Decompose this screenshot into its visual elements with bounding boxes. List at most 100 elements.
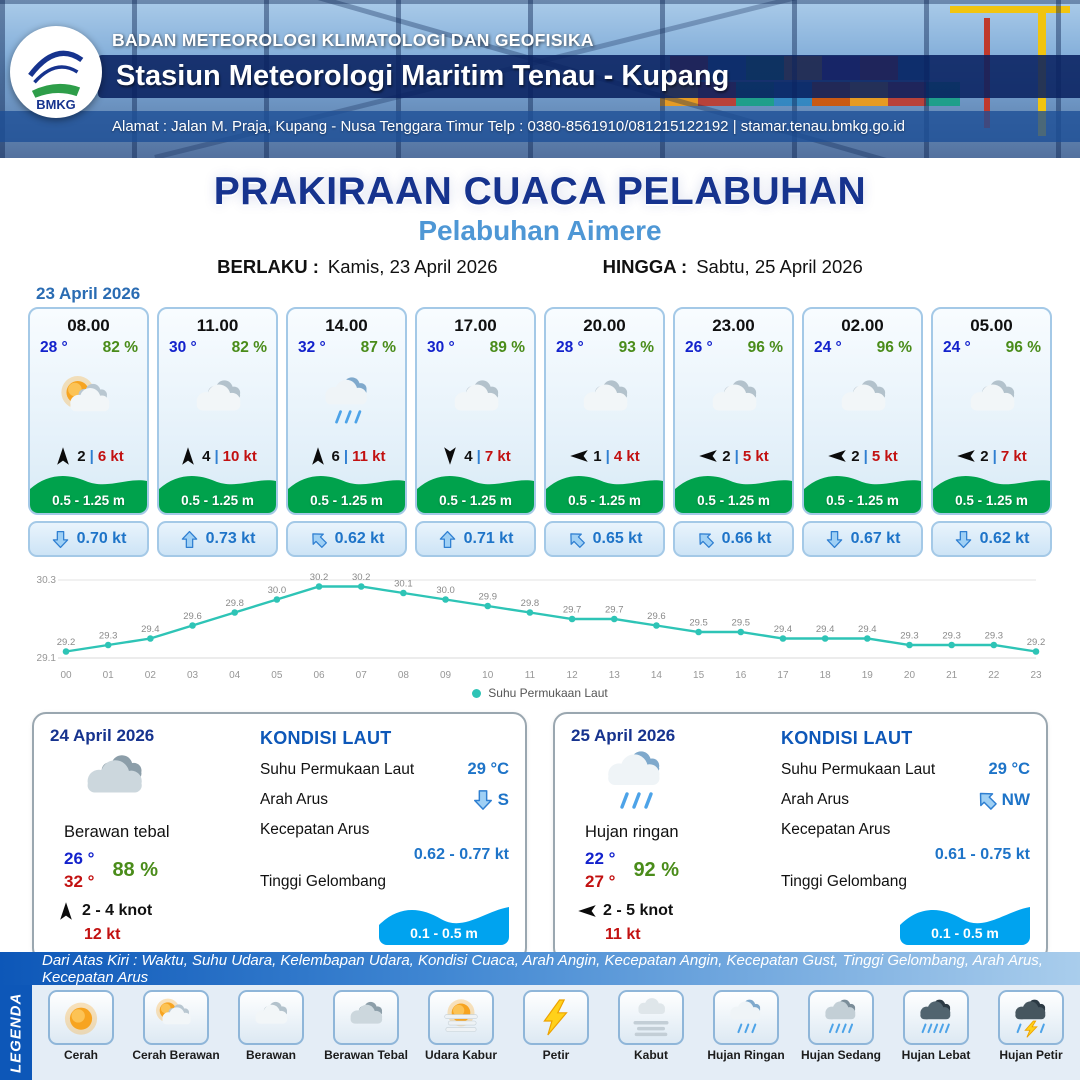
legend-item: Hujan Sedang [795,990,887,1062]
svg-text:29.4: 29.4 [141,624,160,635]
humidity: 92 % [633,859,680,881]
svg-text:01: 01 [103,670,115,681]
temp-humidity-row: 28 ° 82 % [30,336,147,357]
gust-speed: 10 kt [222,447,257,465]
wind-speed: 2 [722,447,731,465]
sst-value: 29 °C [467,760,509,778]
svg-text:22: 22 [988,670,1000,681]
forecast-card: 08.00 28 ° 82 % 2 | 6 kt 0.5 - 1.25 m [28,307,149,557]
green-wave-shape [933,476,1050,513]
svg-text:18: 18 [820,670,832,681]
current-direction-arrow-icon [567,530,586,549]
wave-height: 0.5 - 1.25 m [310,493,383,508]
svg-text:29.5: 29.5 [732,618,751,629]
daily-card-24-april: 24 April 2026 Berawan tebal 26 ° 32 ° 88… [32,712,527,962]
wave-height-band: 0.5 - 1.25 m [159,469,276,513]
wind-direction-arrow-icon [827,446,847,466]
current-direction-arrow-icon [51,530,70,549]
temp-humidity-row: 30 ° 82 % [159,336,276,357]
weather-icon [546,357,663,446]
svg-text:29.4: 29.4 [816,624,835,635]
humidity: 96 % [747,339,783,356]
legend-item-label: Hujan Sedang [800,1048,881,1062]
valid-from-value: Kamis, 23 April 2026 [327,256,498,277]
wave-height-band: 0.5 - 1.25 m [417,469,534,513]
time-label: 14.00 [325,316,368,335]
daily-weather-column: 25 April 2026 Hujan ringan 22 ° 27 ° 92 … [571,726,773,950]
forecast-card-body: 02.00 24 ° 96 % 2 | 5 kt 0.5 - 1.25 m [802,307,923,515]
current-footer: 0.67 kt [802,521,923,557]
svg-text:29.3: 29.3 [99,631,118,642]
sst-chart: 30.3 29.1 29.2 00 29.3 01 29.4 02 29.6 03 29.8 04 30… [0,557,1080,685]
legend-weather-icon [808,990,874,1045]
wind-speed: 4 [464,447,473,465]
weather-icon [288,357,405,446]
chart-legend-dot-icon [472,688,482,698]
current-direction-label: Arah Arus [259,791,329,808]
current-direction-arrow-icon [825,530,844,549]
gust-speed: 7 kt [484,447,511,465]
air-temperature: 30 ° [427,339,455,356]
legend-item-label: Petir [542,1048,570,1062]
legend-side-label: LEGENDA [0,985,32,1080]
daily-date: 24 April 2026 [50,726,155,745]
wind-separator: | [734,447,739,465]
svg-text:29.3: 29.3 [942,631,961,642]
green-wave-shape [288,476,405,513]
legend-item-label: Cerah Berawan [132,1048,220,1062]
green-wave-shape [675,476,792,513]
time-label: 08.00 [67,316,110,335]
wind-row: 2 | 5 kt [675,446,792,466]
current-direction-arrow-icon [309,530,328,549]
wave-height-graphic: 0.1 - 0.5 m [900,899,1030,945]
svg-text:17: 17 [777,670,789,681]
forecast-card-body: 23.00 26 ° 96 % 2 | 5 kt 0.5 - 1.25 m [673,307,794,515]
current-direction-arrow-icon [180,530,199,549]
current-footer: 0.71 kt [415,521,536,557]
forecast-card-body: 08.00 28 ° 82 % 2 | 6 kt 0.5 - 1.25 m [28,307,149,515]
humidity: 96 % [1005,339,1041,356]
gust-speed: 7 kt [1000,447,1027,465]
chart-legend: Suhu Permukaan Laut [0,686,1080,700]
wind-row: 4 | 7 kt [417,446,534,466]
svg-text:02: 02 [145,670,157,681]
legend-item: Cerah [35,990,127,1062]
svg-text:19: 19 [862,670,874,681]
legend-weather-icon [238,990,304,1045]
legend-item-label: Hujan Petir [999,1048,1063,1062]
chart-legend-label: Suhu Permukaan Laut [488,686,608,700]
svg-text:29.9: 29.9 [478,592,497,603]
sea-conditions-title: KONDISI LAUT [259,728,392,748]
current-direction-arrow-icon [696,530,715,549]
svg-text:29.8: 29.8 [521,598,540,609]
blue-wave-shape [379,907,509,945]
sea-conditions-column: KONDISI LAUT Suhu Permukaan Laut 29 °C A… [252,726,509,950]
wind-direction-arrow-icon [698,446,718,466]
daily-date: 25 April 2026 [571,726,676,745]
legend-note: Dari Atas Kiri : Waktu, Suhu Udara, Kele… [0,952,1080,986]
wind-speed: 4 [202,447,211,465]
wind-speed: 2 [77,447,86,465]
wind-direction-arrow-icon [956,446,976,466]
forecast-card-body: 17.00 30 ° 89 % 4 | 7 kt 0.5 - 1.25 m [415,307,536,515]
air-temperature: 28 ° [556,339,584,356]
bmkg-logo-text: BMKG [36,97,75,112]
legend-item-label: Udara Kabur [424,1048,498,1062]
svg-text:29.3: 29.3 [900,631,919,642]
current-speed-label: Kecepatan Arus [780,821,891,838]
valid-until-label: HINGGA : [602,256,688,277]
current-direction-arrow-icon [472,789,494,811]
svg-text:30.2: 30.2 [310,572,329,583]
green-wave-shape [804,476,921,513]
forecast-card: 11.00 30 ° 82 % 4 | 10 kt 0.5 - 1.25 m [157,307,278,557]
wave-height-label: Tinggi Gelombang [780,873,908,890]
svg-text:29.3: 29.3 [985,631,1004,642]
air-temperature: 26 ° [685,339,713,356]
green-wave-shape [159,476,276,513]
current-footer: 0.62 kt [286,521,407,557]
svg-text:00: 00 [60,670,72,681]
station-bar: Stasiun Meteorologi Maritim Tenau - Kupa… [98,55,1080,98]
legend-item: Petir [510,990,602,1062]
humidity: 82 % [102,339,138,356]
current-direction-arrow-icon [438,530,457,549]
